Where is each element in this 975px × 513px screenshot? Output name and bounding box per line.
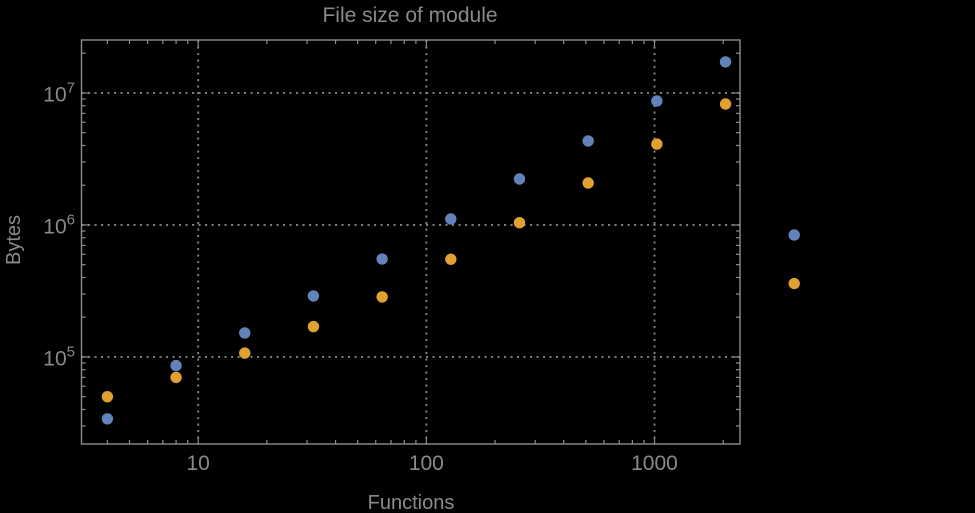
x-tick-label: 1000 xyxy=(631,452,678,475)
series-1-blue-point xyxy=(513,173,526,185)
series-2-orange-point xyxy=(719,98,732,110)
series-1-blue-point xyxy=(307,290,320,302)
series-1-blue-point xyxy=(788,229,800,241)
series-1-blue-point xyxy=(101,413,114,425)
y-tick-label: 106 xyxy=(43,211,75,238)
series-2-orange-point xyxy=(513,217,526,229)
chart-title: File size of module xyxy=(322,4,498,27)
series-2-orange-point xyxy=(376,291,388,303)
series-1-blue-point xyxy=(239,327,251,339)
series-2-orange-point xyxy=(445,253,457,265)
series-1-blue-point xyxy=(376,253,388,265)
series-2-orange-point xyxy=(170,371,182,384)
x-axis-label: Functions xyxy=(367,492,455,513)
plot-frame xyxy=(80,39,741,445)
series-2-orange-point xyxy=(582,177,594,189)
series-2-orange-point xyxy=(307,320,320,333)
series-2-orange-point xyxy=(239,347,251,359)
series-1-blue-point xyxy=(170,359,182,372)
y-tick-label: 107 xyxy=(43,79,75,106)
series-1-blue-point xyxy=(445,213,457,225)
series-1-blue-point xyxy=(651,95,663,107)
series-2-orange-point xyxy=(101,390,114,403)
x-tick-label: 10 xyxy=(187,452,210,475)
series-2-orange-point xyxy=(788,277,800,290)
y-tick-label: 105 xyxy=(43,343,75,370)
series-1-blue-point xyxy=(582,135,594,147)
series-2-orange-point xyxy=(651,138,663,150)
series-1-blue-point xyxy=(719,56,732,68)
x-tick-label: 100 xyxy=(409,452,444,475)
